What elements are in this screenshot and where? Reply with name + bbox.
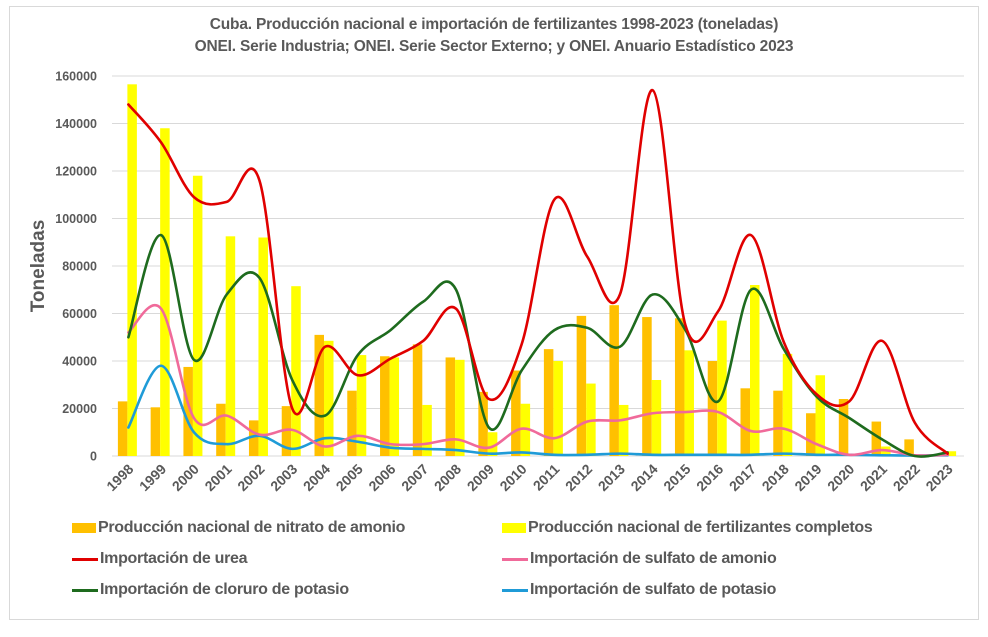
y-tick-label: 140000	[55, 117, 97, 131]
x-tick-label: 2015	[660, 461, 693, 494]
bar-nitrato-amonio	[773, 390, 783, 456]
bar-nitrato-amonio	[216, 403, 226, 456]
bar-fertilizantes-completos	[815, 375, 826, 456]
bar-nitrato-amonio	[412, 344, 423, 456]
bar-nitrato-amonio	[117, 401, 128, 456]
bar-nitrato-amonio	[183, 366, 193, 456]
bar-nitrato-amonio	[478, 391, 488, 456]
y-tick-label: 40000	[62, 355, 97, 369]
x-tick-label: 2013	[595, 461, 628, 494]
bar-nitrato-amonio	[150, 407, 161, 456]
y-tick-label: 120000	[55, 165, 97, 179]
bar-nitrato-amonio	[543, 349, 554, 456]
x-tick-label: 2018	[759, 461, 792, 494]
y-tick-label: 100000	[55, 212, 97, 226]
bar-nitrato-amonio	[380, 356, 390, 456]
bar-nitrato-amonio	[314, 334, 324, 456]
bar-fertilizantes-completos	[750, 285, 760, 456]
x-tick-label: 2010	[496, 461, 529, 494]
line-sulfato-amonio	[127, 304, 949, 457]
bar-fertilizantes-completos	[225, 236, 236, 456]
bar-fertilizantes-completos	[782, 353, 793, 456]
x-tick-label: 2012	[562, 461, 595, 494]
x-tick-label: 2006	[365, 461, 398, 494]
x-tick-label: 2002	[234, 461, 267, 494]
bar-fertilizantes-completos	[684, 350, 694, 456]
x-tick-label: 2020	[824, 461, 857, 494]
y-tick-label: 0	[90, 450, 97, 464]
bar-fertilizantes-completos	[160, 128, 170, 456]
x-tick-label: 2022	[890, 461, 923, 494]
x-tick-label: 2005	[333, 461, 366, 494]
bar-nitrato-amonio	[740, 388, 750, 456]
bar-nitrato-amonio	[511, 370, 521, 456]
bar-fertilizantes-completos	[422, 404, 432, 456]
x-tick-label: 2021	[857, 461, 890, 494]
y-tick-label: 60000	[62, 307, 97, 321]
x-tick-label: 2008	[431, 461, 464, 494]
bar-fertilizantes-completos	[356, 355, 367, 456]
bar-fertilizantes-completos	[389, 357, 400, 456]
x-tick-label: 2014	[627, 461, 660, 494]
x-tick-label: 2001	[201, 461, 234, 494]
x-tick-label: 2023	[922, 461, 955, 494]
bar-nitrato-amonio	[248, 420, 259, 456]
bar-fertilizantes-completos	[291, 286, 301, 456]
x-tick-label: 2009	[464, 461, 497, 494]
x-tick-label: 2011	[530, 461, 563, 494]
y-tick-label: 80000	[62, 260, 97, 274]
bar-fertilizantes-completos	[487, 432, 498, 456]
bar-fertilizantes-completos	[651, 380, 662, 456]
x-tick-label: 1999	[136, 461, 169, 494]
bar-nitrato-amonio	[838, 399, 849, 456]
bar-nitrato-amonio	[609, 305, 619, 456]
x-tick-label: 2016	[693, 461, 726, 494]
bar-nitrato-amonio	[707, 361, 718, 456]
bar-nitrato-amonio	[674, 318, 685, 456]
bar-fertilizantes-completos	[455, 359, 465, 456]
y-tick-label: 20000	[62, 402, 97, 416]
bar-nitrato-amonio	[904, 439, 914, 456]
bar-nitrato-amonio	[576, 315, 587, 456]
line-urea	[127, 88, 949, 455]
x-tick-label: 2000	[169, 461, 202, 494]
x-tick-label: 2019	[791, 461, 824, 494]
bar-fertilizantes-completos	[127, 84, 137, 456]
bar-fertilizantes-completos	[258, 237, 268, 456]
bar-fertilizantes-completos	[618, 404, 629, 456]
chart-subtitle: ONEI. Serie Industria; ONEI. Serie Secto…	[194, 38, 794, 55]
bar-fertilizantes-completos	[717, 320, 727, 456]
x-tick-label: 2004	[300, 461, 333, 494]
bar-nitrato-amonio	[642, 317, 652, 456]
bar-fertilizantes-completos	[192, 175, 203, 456]
x-tick-label: 1998	[103, 461, 136, 494]
bar-nitrato-amonio	[347, 390, 357, 456]
bar-nitrato-amonio	[445, 357, 456, 456]
bar-nitrato-amonio	[871, 421, 882, 456]
x-tick-label: 2007	[398, 461, 431, 494]
bar-fertilizantes-completos	[324, 340, 334, 456]
x-tick-label: 2017	[726, 461, 759, 494]
y-axis-label: Toneladas	[28, 220, 49, 313]
bar-fertilizantes-completos	[946, 451, 957, 456]
bar-fertilizantes-completos	[553, 361, 563, 456]
bar-nitrato-amonio	[806, 413, 816, 456]
chart-title: Cuba. Producción nacional e importación …	[209, 16, 779, 33]
y-tick-label: 160000	[55, 70, 97, 84]
x-tick-label: 2003	[267, 461, 300, 494]
